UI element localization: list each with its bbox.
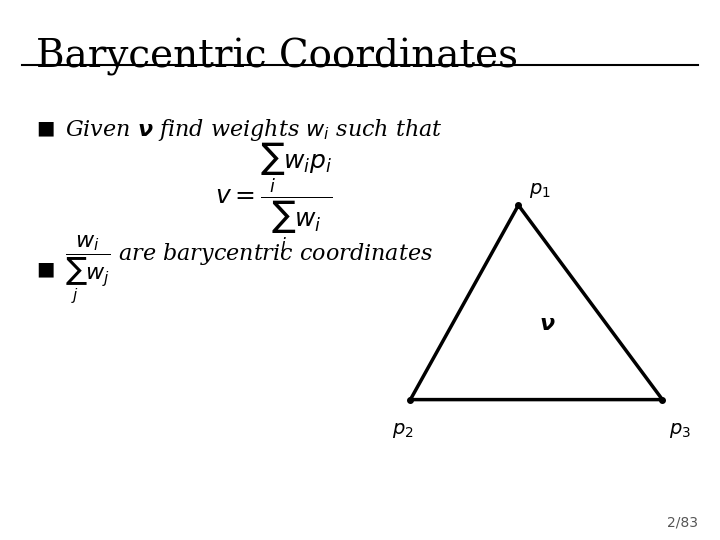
Text: Barycentric Coordinates: Barycentric Coordinates [36, 38, 518, 76]
Text: $p_2$: $p_2$ [392, 421, 414, 440]
Text: $\boldsymbol{\nu}$: $\boldsymbol{\nu}$ [539, 313, 555, 335]
Text: Given $\boldsymbol{\nu}$ find weights $w_i$ such that: Given $\boldsymbol{\nu}$ find weights $w… [65, 117, 443, 143]
Text: $p_3$: $p_3$ [670, 421, 691, 440]
Text: $\blacksquare$: $\blacksquare$ [36, 260, 55, 280]
Text: $p_1$: $p_1$ [529, 181, 551, 200]
Text: $\dfrac{w_i}{\sum_j w_j}$ are barycentric coordinates: $\dfrac{w_i}{\sum_j w_j}$ are barycentri… [65, 233, 433, 307]
Text: 2/83: 2/83 [667, 515, 698, 529]
Text: $\blacksquare$: $\blacksquare$ [36, 120, 55, 139]
Text: $v = \dfrac{\sum_i w_i p_i}{\sum_i w_i}$: $v = \dfrac{\sum_i w_i p_i}{\sum_i w_i}$ [215, 140, 333, 254]
